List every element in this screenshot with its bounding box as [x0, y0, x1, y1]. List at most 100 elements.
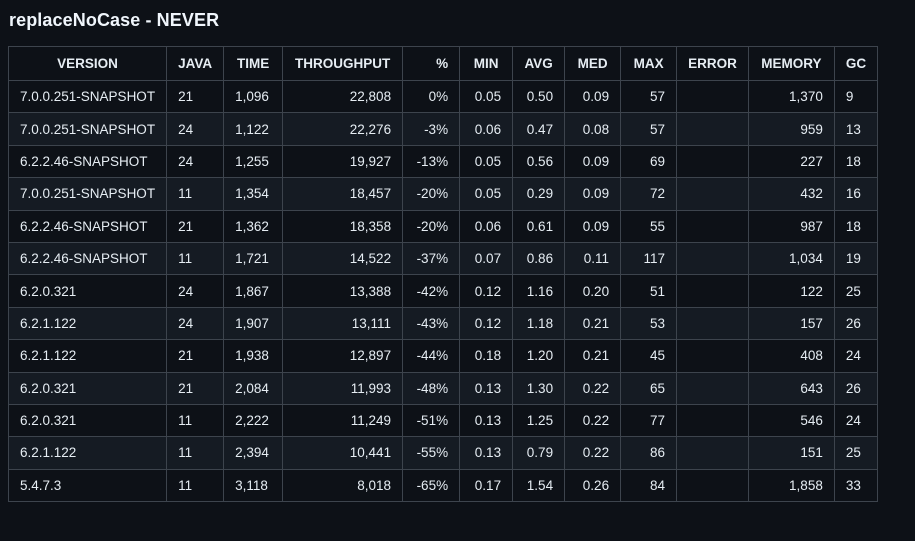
- cell-gc: 25: [833, 436, 879, 470]
- cell-min: 0.17: [459, 468, 514, 503]
- cell-med: 0.26: [564, 468, 622, 503]
- cell-throughput: 14,522: [282, 241, 404, 276]
- cell-max: 45: [620, 339, 678, 373]
- cell-version: 6.2.0.321: [7, 403, 168, 438]
- cell-gc: 19: [833, 241, 879, 276]
- cell-max: 84: [620, 468, 678, 503]
- cell-max: 51: [620, 274, 678, 308]
- column-header-min: MIN: [459, 46, 514, 81]
- cell-percent: -37%: [402, 241, 461, 276]
- cell-avg: 0.50: [512, 79, 566, 114]
- cell-med: 0.20: [564, 274, 622, 308]
- column-header-java: JAVA: [166, 46, 225, 81]
- table-row: 6.2.0.321 24 1,867 13,388 -42% 0.12 1.16 0.20 51…: [7, 274, 879, 308]
- cell-error: [676, 274, 749, 308]
- cell-max: 53: [620, 306, 678, 341]
- cell-memory: 151: [747, 436, 835, 470]
- cell-med: 0.08: [564, 112, 622, 146]
- cell-time: 2,222: [223, 403, 284, 438]
- cell-java: 21: [166, 209, 225, 243]
- cell-throughput: 8,018: [282, 468, 404, 503]
- cell-version: 6.2.1.122: [7, 436, 168, 470]
- cell-version: 6.2.1.122: [7, 339, 168, 373]
- column-header-error: ERROR: [676, 46, 749, 81]
- cell-max: 55: [620, 209, 678, 243]
- cell-max: 57: [620, 112, 678, 146]
- cell-med: 0.09: [564, 79, 622, 114]
- cell-max: 77: [620, 403, 678, 438]
- column-header-max: MAX: [620, 46, 678, 81]
- cell-java: 24: [166, 306, 225, 341]
- cell-java: 21: [166, 339, 225, 373]
- cell-error: [676, 306, 749, 341]
- cell-avg: 1.16: [512, 274, 566, 308]
- column-header-avg: AVG: [512, 46, 566, 81]
- table-row: 6.2.2.46-SNAPSHOT 21 1,362 18,358 -20% 0.06 0.…: [7, 209, 879, 243]
- cell-min: 0.12: [459, 306, 514, 341]
- cell-throughput: 12,897: [282, 339, 404, 373]
- cell-min: 0.05: [459, 177, 514, 211]
- cell-avg: 0.79: [512, 436, 566, 470]
- page-title: replaceNoCase - NEVER: [9, 10, 220, 30]
- cell-java: 24: [166, 144, 225, 179]
- cell-time: 2,394: [223, 436, 284, 470]
- cell-avg: 1.30: [512, 371, 566, 405]
- cell-avg: 0.47: [512, 112, 566, 146]
- cell-error: [676, 371, 749, 405]
- cell-percent: -51%: [402, 403, 461, 438]
- cell-version: 7.0.0.251-SNAPSHOT: [7, 112, 168, 146]
- cell-memory: 157: [747, 306, 835, 341]
- cell-med: 0.09: [564, 209, 622, 243]
- cell-gc: 26: [833, 306, 879, 341]
- cell-med: 0.22: [564, 371, 622, 405]
- table-row: 6.2.0.321 11 2,222 11,249 -51% 0.13 1.25 0.22 77…: [7, 403, 879, 438]
- cell-avg: 0.29: [512, 177, 566, 211]
- cell-memory: 959: [747, 112, 835, 146]
- table-row: 6.2.1.122 21 1,938 12,897 -44% 0.18 1.20 0.21 45…: [7, 339, 879, 373]
- cell-gc: 26: [833, 371, 879, 405]
- cell-error: [676, 403, 749, 438]
- cell-java: 11: [166, 177, 225, 211]
- cell-avg: 1.18: [512, 306, 566, 341]
- cell-memory: 408: [747, 339, 835, 373]
- cell-min: 0.13: [459, 371, 514, 405]
- cell-java: 11: [166, 436, 225, 470]
- cell-med: 0.11: [564, 241, 622, 276]
- cell-gc: 18: [833, 209, 879, 243]
- cell-throughput: 18,358: [282, 209, 404, 243]
- cell-throughput: 19,927: [282, 144, 404, 179]
- table-body: 7.0.0.251-SNAPSHOT 21 1,096 22,808 0% 0.05 0.5…: [7, 79, 879, 503]
- cell-throughput: 13,111: [282, 306, 404, 341]
- cell-gc: 25: [833, 274, 879, 308]
- cell-max: 86: [620, 436, 678, 470]
- cell-max: 57: [620, 79, 678, 114]
- cell-avg: 1.25: [512, 403, 566, 438]
- cell-med: 0.21: [564, 306, 622, 341]
- cell-error: [676, 144, 749, 179]
- table-row: 6.2.1.122 11 2,394 10,441 -55% 0.13 0.79 0.22 86…: [7, 436, 879, 470]
- cell-memory: 432: [747, 177, 835, 211]
- table-row: 7.0.0.251-SNAPSHOT 11 1,354 18,457 -20% 0.05 0…: [7, 177, 879, 211]
- cell-error: [676, 436, 749, 470]
- cell-min: 0.06: [459, 112, 514, 146]
- cell-version: 6.2.1.122: [7, 306, 168, 341]
- cell-throughput: 22,808: [282, 79, 404, 114]
- cell-version: 6.2.2.46-SNAPSHOT: [7, 144, 168, 179]
- cell-gc: 24: [833, 339, 879, 373]
- cell-version: 7.0.0.251-SNAPSHOT: [7, 79, 168, 114]
- cell-min: 0.12: [459, 274, 514, 308]
- cell-version: 6.2.0.321: [7, 274, 168, 308]
- cell-error: [676, 177, 749, 211]
- cell-version: 5.4.7.3: [7, 468, 168, 503]
- table-row: 6.2.0.321 21 2,084 11,993 -48% 0.13 1.30 0.22 65…: [7, 371, 879, 405]
- cell-memory: 987: [747, 209, 835, 243]
- cell-error: [676, 209, 749, 243]
- cell-gc: 9: [833, 79, 879, 114]
- cell-java: 21: [166, 79, 225, 114]
- cell-throughput: 11,249: [282, 403, 404, 438]
- cell-avg: 0.86: [512, 241, 566, 276]
- cell-version: 6.2.2.46-SNAPSHOT: [7, 241, 168, 276]
- column-header-gc: GC: [833, 46, 879, 81]
- cell-avg: 0.61: [512, 209, 566, 243]
- cell-error: [676, 339, 749, 373]
